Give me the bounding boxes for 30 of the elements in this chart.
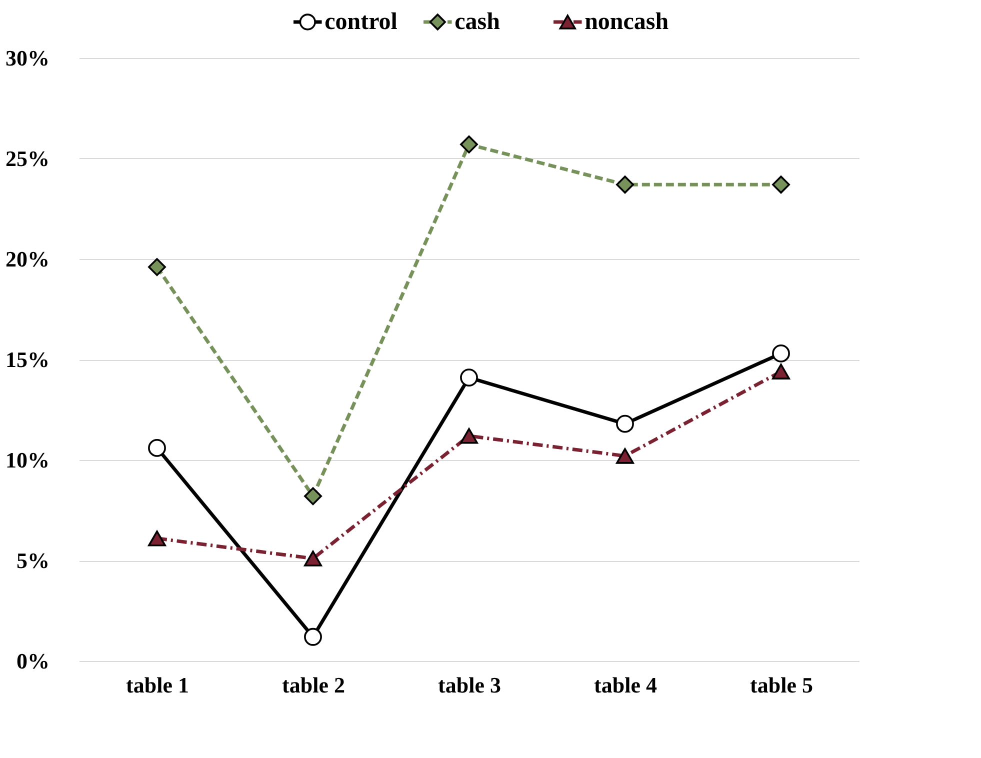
legend-label: cash (454, 9, 500, 35)
x-tick-label: table 4 (594, 672, 657, 698)
point (460, 135, 478, 154)
x-tick-label: table 2 (282, 672, 345, 698)
y-tick-label: 0% (16, 648, 50, 674)
point (148, 530, 166, 546)
point (616, 448, 634, 464)
point (304, 550, 322, 566)
y-tick-label: 20% (6, 246, 50, 272)
point (304, 628, 322, 646)
point (616, 414, 634, 433)
point (148, 438, 166, 457)
x-tick-label: table 1 (126, 672, 189, 698)
y-tick-label: 25% (6, 146, 50, 171)
point (772, 344, 790, 362)
point (304, 487, 322, 506)
x-tick-label: table 5 (750, 672, 813, 698)
x-tick-label: table 3 (438, 672, 501, 698)
y-tick-label: 5% (16, 548, 50, 573)
legend-label: noncash (584, 9, 669, 35)
y-tick-label: 10% (6, 448, 50, 472)
point (772, 364, 790, 380)
point (616, 176, 634, 194)
point (148, 258, 166, 276)
legend-label: control (324, 9, 398, 35)
y-tick-label: 15% (6, 347, 50, 372)
point (460, 368, 478, 387)
y-tick-label: 30% (6, 46, 50, 70)
point (772, 176, 790, 194)
point (460, 428, 478, 444)
